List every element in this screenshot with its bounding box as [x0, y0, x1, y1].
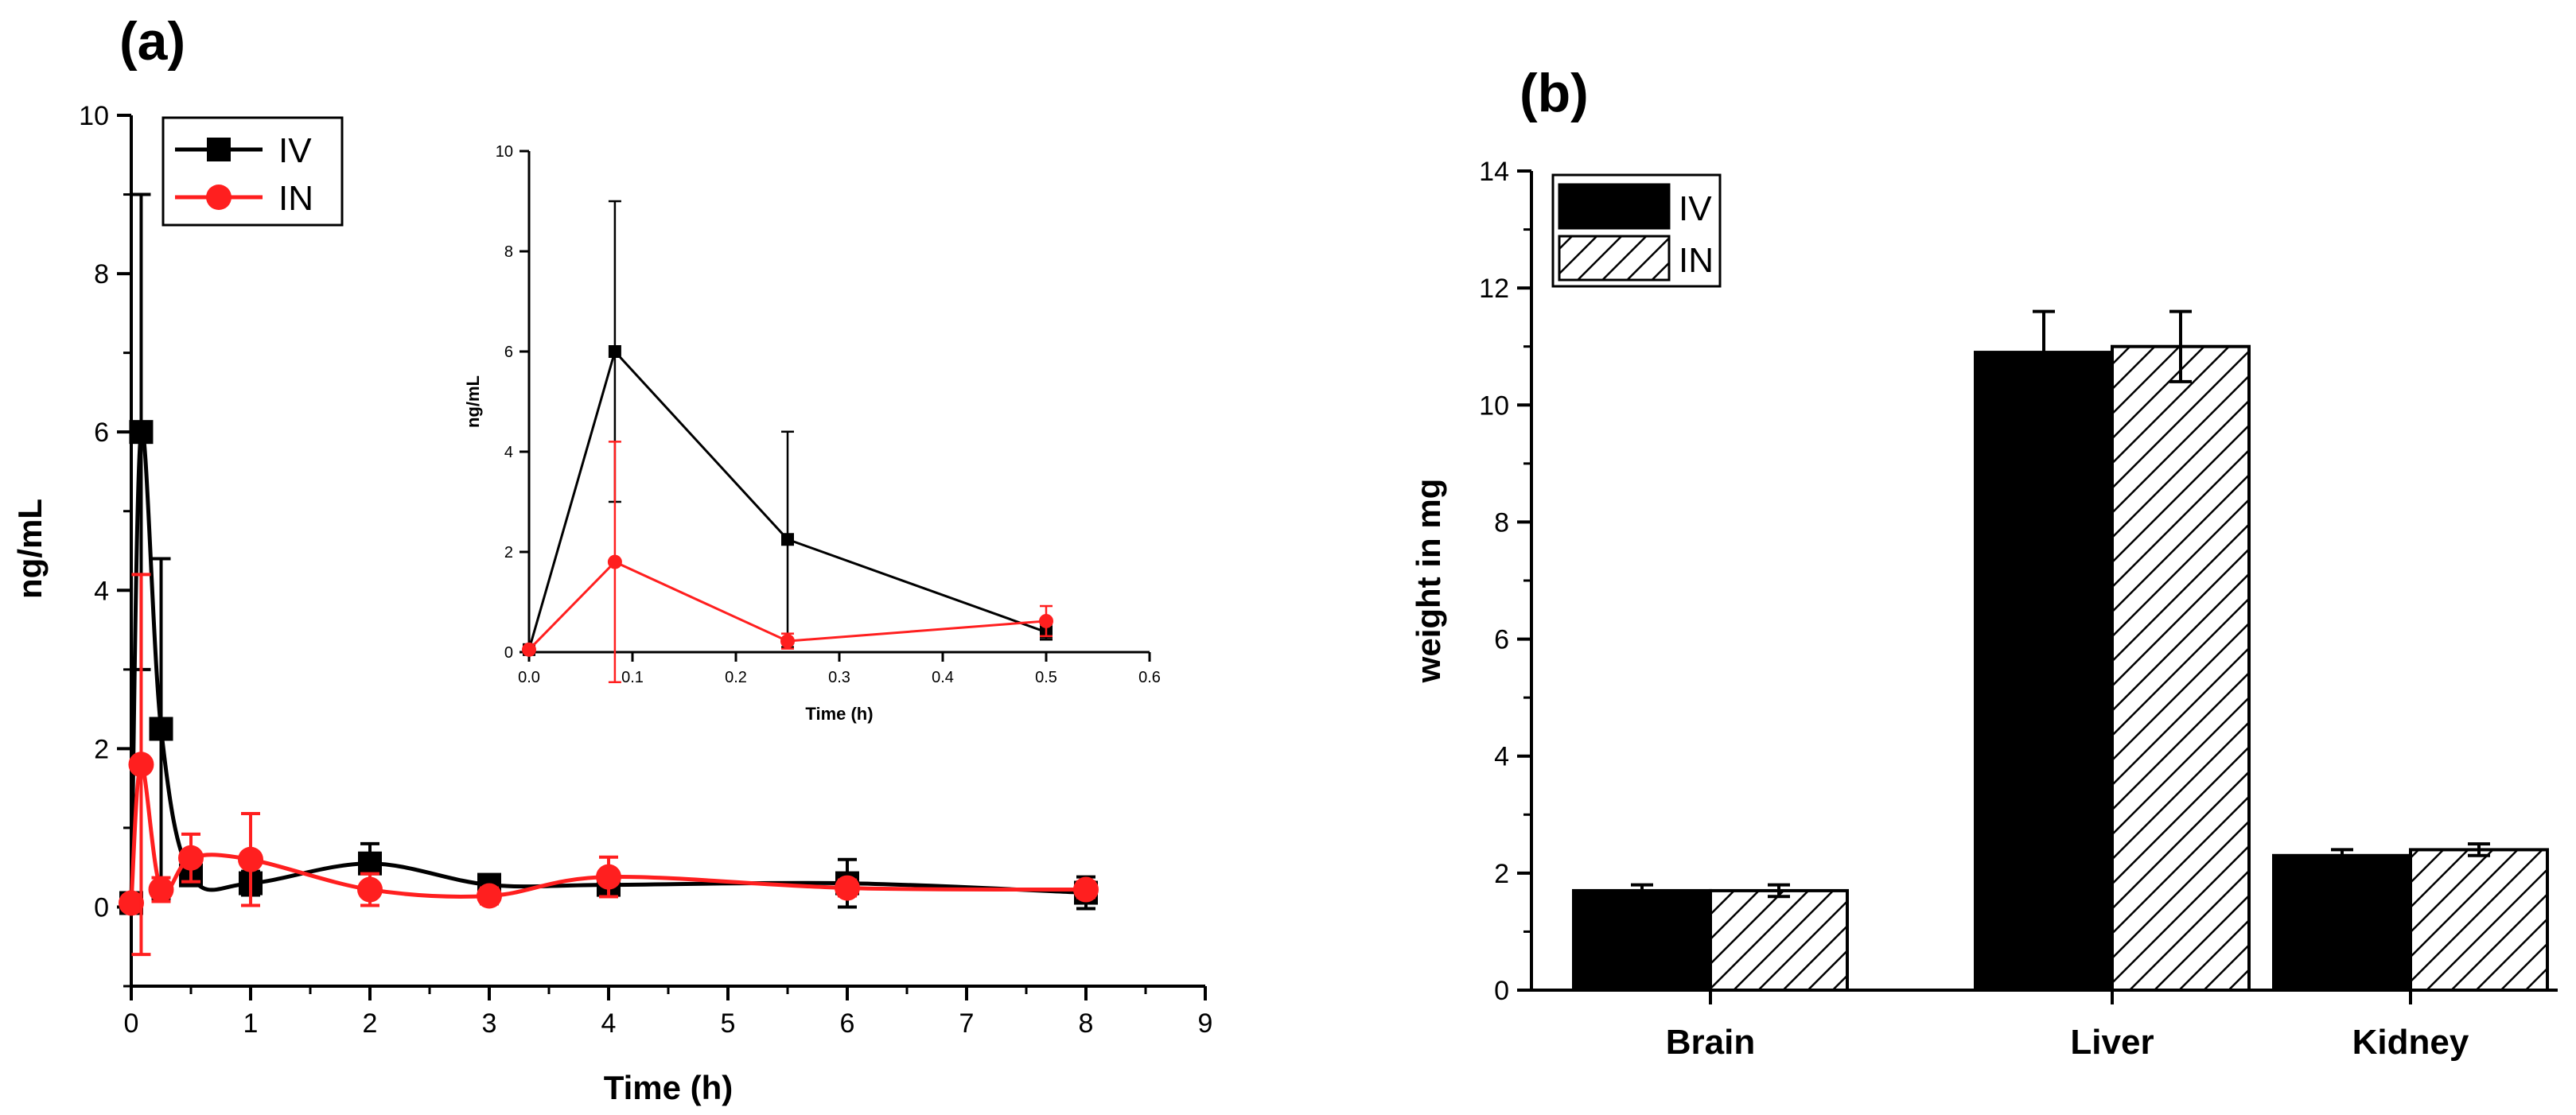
- a-point-in: [357, 876, 383, 903]
- a-point-in: [128, 752, 154, 778]
- b-bar-iv-brain: [1572, 888, 1712, 993]
- a-x-tick-label: 1: [243, 1008, 259, 1039]
- inset-point-in: [607, 554, 622, 569]
- a-x-axis-label: Time (h): [604, 1069, 733, 1106]
- inset-y-tick-label: 8: [504, 243, 513, 261]
- b-bar-iv-kidney: [2272, 853, 2412, 993]
- a-series-line-iv: [129, 427, 1087, 903]
- chart-a-inset: 0.0 0.1 0.2 0.3 0.4 0.5 0.6 0 2 4 6 8 10 Time (h) ng/m…: [463, 143, 1161, 724]
- a-x-tick-label: 4: [601, 1008, 617, 1039]
- a-point-in: [119, 890, 144, 916]
- b-bar-in-brain: [1709, 888, 1849, 993]
- a-y-tick-label: 6: [94, 418, 109, 448]
- b-y-tick-label: 14: [1479, 157, 1509, 187]
- b-y-tick-label: 6: [1494, 625, 1509, 655]
- a-point-in: [835, 875, 860, 901]
- inset-x-tick-label: 0.5: [1035, 669, 1057, 686]
- a-point-in: [1073, 876, 1099, 903]
- b-y-axis-label: weight in mg: [1410, 479, 1447, 684]
- a-point-in: [178, 845, 204, 871]
- b-legend-label-in: IN: [1679, 241, 1714, 280]
- inset-x-tick-label: 0.2: [725, 669, 747, 686]
- inset-x-tick-label: 0.3: [828, 669, 850, 686]
- inset-x-tick-label: 0.1: [621, 669, 644, 686]
- b-y-tick-label: 8: [1494, 507, 1509, 538]
- b-bar-in-kidney: [2409, 848, 2549, 993]
- inset-x-axis-label: Time (h): [805, 704, 873, 724]
- inset-y-tick-label: 10: [496, 143, 513, 161]
- inset-y-tick-label: 6: [504, 344, 513, 361]
- inset-series-line-in: [527, 560, 1047, 651]
- a-x-tick-label: 7: [959, 1008, 975, 1039]
- a-legend-label-iv: IV: [278, 131, 312, 170]
- inset-point-iv: [781, 533, 794, 546]
- a-x-tick-label: 2: [363, 1008, 378, 1039]
- inset-x-tick-label: 0.4: [932, 669, 954, 686]
- a-point-iv: [129, 420, 154, 445]
- inset-series-line-iv: [527, 349, 1047, 651]
- b-y-tick-label: 12: [1479, 274, 1509, 304]
- panel-label-b: (b): [1520, 63, 1589, 123]
- a-point-in: [148, 876, 174, 903]
- inset-y-tick-label: 4: [504, 444, 513, 461]
- a-y-tick-label: 2: [94, 734, 109, 764]
- b-category-label-liver: Liver: [2070, 1023, 2154, 1062]
- b-y-tick-label: 10: [1479, 390, 1509, 421]
- chart-a-concentration-time: 0 1 2 3 4 5 6 7 8 9 0 2 4 6 8 10 Time (h) ng/mL IV IN: [11, 101, 1212, 1106]
- inset-point-in: [1039, 613, 1053, 628]
- a-point-iv: [149, 717, 173, 741]
- a-y-tick-label: 10: [79, 101, 109, 131]
- inset-x-tick-label: 0.0: [518, 669, 540, 686]
- b-y-tick-label: 4: [1494, 742, 1509, 772]
- a-x-tick-label: 8: [1079, 1008, 1094, 1039]
- inset-point-in: [522, 642, 536, 657]
- a-y-tick-label: 8: [94, 259, 109, 289]
- a-legend-marker-in: [206, 185, 232, 210]
- a-x-tick-label: 3: [482, 1008, 497, 1039]
- a-point-iv: [358, 851, 382, 876]
- inset-y-tick-label: 0: [504, 644, 513, 662]
- a-x-tick-label: 5: [721, 1008, 736, 1039]
- a-point-in: [477, 883, 502, 909]
- inset-x-tick-label: 0.6: [1138, 669, 1161, 686]
- chart-b-organ-weight: 0 2 4 6 8 10 12 14 weight in mg Brain Liver Kidney I…: [1410, 157, 2558, 1062]
- b-category-label-kidney: Kidney: [2352, 1023, 2469, 1062]
- inset-point-in: [780, 634, 795, 649]
- a-point-in: [238, 846, 263, 872]
- b-legend-swatch-iv: [1558, 183, 1671, 230]
- a-legend-box: [161, 116, 344, 227]
- b-bar-in-liver: [2111, 344, 2251, 992]
- panel-label-a: (a): [119, 11, 185, 72]
- b-legend-label-iv: IV: [1679, 189, 1712, 228]
- a-x-tick-label: 6: [840, 1008, 855, 1039]
- b-y-tick-label: 2: [1494, 859, 1509, 889]
- inset-y-axis-label: ng/mL: [463, 375, 483, 428]
- inset-point-iv: [608, 345, 621, 358]
- b-y-tick-label: 0: [1494, 976, 1509, 1006]
- b-legend-swatch-in: [1558, 235, 1671, 282]
- b-category-label-brain: Brain: [1666, 1023, 1755, 1062]
- a-y-axis-label: ng/mL: [11, 499, 49, 599]
- a-point-in: [596, 864, 621, 890]
- a-y-tick-label: 4: [94, 576, 109, 606]
- inset-y-tick-label: 2: [504, 544, 513, 561]
- a-y-tick-label: 0: [94, 892, 109, 923]
- a-x-tick-label: 9: [1198, 1008, 1213, 1039]
- a-legend-marker-iv: [207, 138, 231, 161]
- a-x-tick-label: 0: [124, 1008, 139, 1039]
- a-legend-label-in: IN: [278, 179, 313, 218]
- b-bar-iv-liver: [1974, 351, 2114, 993]
